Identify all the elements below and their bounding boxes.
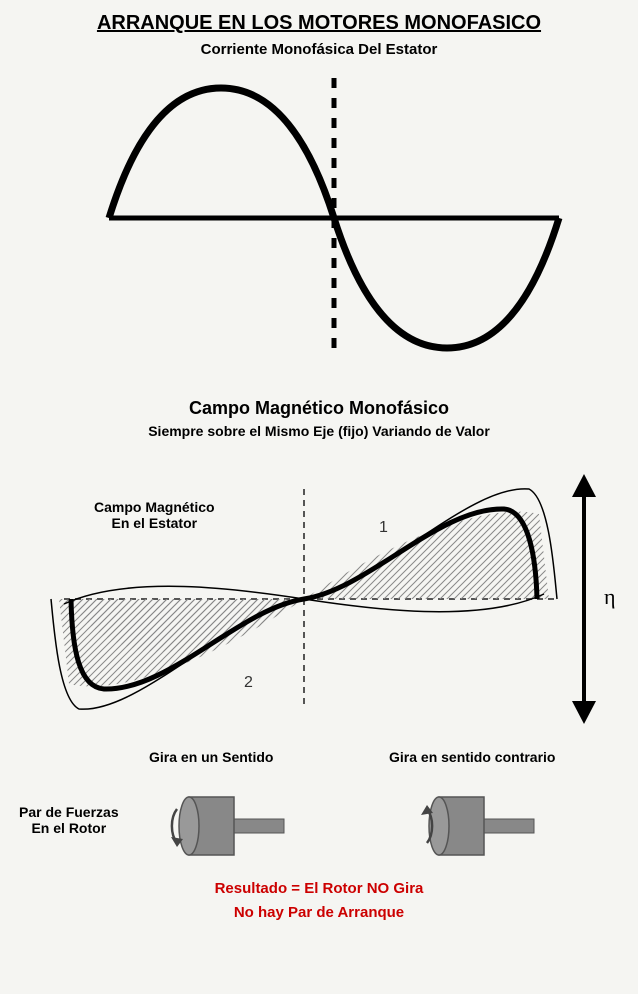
magnetic-field-title: Campo Magnético Monofásico [0, 398, 638, 419]
result-text: Resultado = El Rotor NO Gira No hay Par … [0, 877, 638, 925]
arrow-head-bottom [572, 701, 596, 724]
rotor-label-left: Gira en un Sentido [149, 749, 273, 765]
sine-wave-title: Corriente Monofásica Del Estator [0, 41, 638, 58]
label-2: 2 [244, 674, 253, 692]
field-label-stator: Campo MagnéticoEn el Estator [94, 499, 215, 531]
label-1: 1 [379, 519, 388, 537]
rotor-right [409, 779, 539, 869]
magnetic-field-subtitle: Siempre sobre el Mismo Eje (fijo) Varian… [0, 423, 638, 439]
magnetic-field-svg [9, 449, 629, 749]
shaft-left [229, 819, 284, 833]
result-line-2: No hay Par de Arranque [234, 904, 404, 921]
eta-symbol: η [604, 584, 616, 610]
sine-wave-diagram [69, 58, 569, 378]
rotor-section: Gira en un Sentido Gira en sentido contr… [9, 749, 629, 869]
magnetic-field-diagram: Campo MagnéticoEn el Estator 1 2 η [9, 449, 629, 749]
cyl-face-left [179, 797, 199, 855]
par-label: Par de FuerzasEn el Rotor [19, 804, 119, 836]
result-line-1: Resultado = El Rotor NO Gira [215, 880, 424, 897]
rotor-label-right: Gira en sentido contrario [389, 749, 555, 765]
sine-wave-svg [69, 58, 569, 378]
shaft-right [479, 819, 534, 833]
arrow-head-top [572, 474, 596, 497]
main-title: ARRANQUE EN LOS MOTORES MONOFASICO [0, 0, 638, 35]
rotor-left [159, 779, 289, 869]
